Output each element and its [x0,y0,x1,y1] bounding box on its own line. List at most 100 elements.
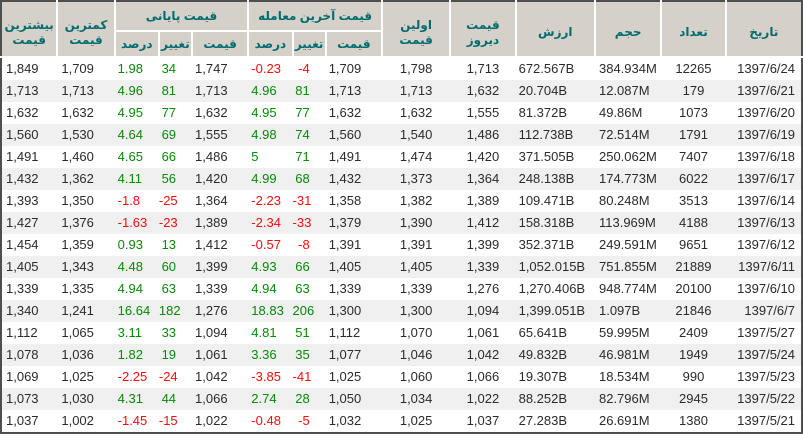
table-row: 1397/6/12 9651 249.591M 352.371B 1,399 1,391 1… [1,234,802,256]
cell-final-change: 69 [158,124,193,146]
cell-first-price: 1,390 [381,212,451,234]
cell-value: 19.307B [515,366,595,388]
cell-volume: 80.248M [594,190,662,212]
cell-last-price: 1,050 [325,388,382,410]
cell-final-percent: 4.31 [114,388,159,410]
table-row: 1397/6/11 21889 751.855M 1,052.015B 1,339 1,4… [1,256,802,278]
cell-final-price: 1,061 [192,344,249,366]
cell-yesterday-price: 1,713 [450,57,516,80]
header-final-price-group: قیمت پایانی [113,1,249,32]
cell-last-change: 81 [292,80,326,102]
cell-date: 1397/6/19 [725,124,802,146]
cell-volume: 1.097B [594,300,662,322]
cell-lowest-price: 1,713 [57,80,115,102]
cell-volume: 82.796M [594,388,662,410]
cell-yesterday-price: 1,037 [450,410,516,433]
cell-volume: 18.534M [594,366,662,388]
cell-first-price: 1,339 [381,278,451,300]
cell-lowest-price: 1,065 [57,322,115,344]
cell-highest-price: 1,454 [1,234,58,256]
cell-final-price: 1,713 [192,80,249,102]
cell-final-change: 60 [158,256,193,278]
cell-final-change: 56 [158,168,193,190]
cell-count: 6022 [661,168,726,190]
cell-date: 1397/6/7 [725,300,802,322]
cell-final-price: 1,632 [192,102,249,124]
cell-last-percent: 2.74 [248,388,293,410]
cell-final-price: 1,389 [192,212,249,234]
cell-yesterday-price: 1,364 [450,168,516,190]
cell-first-price: 1,405 [381,256,451,278]
cell-volume: 59.995M [594,322,662,344]
table-row: 1397/5/22 2945 82.796M 88.252B 1,022 1,034 1,0… [1,388,802,410]
cell-volume: 948.774M [594,278,662,300]
cell-lowest-price: 1,530 [57,124,115,146]
cell-final-change: 63 [158,278,193,300]
cell-last-price: 1,632 [325,102,382,124]
cell-highest-price: 1,632 [1,102,58,124]
cell-final-change: 33 [158,322,193,344]
cell-last-price: 1,709 [325,57,382,80]
cell-count: 3513 [661,190,726,212]
cell-final-percent: 4.48 [114,256,159,278]
cell-count: 7407 [661,146,726,168]
cell-final-price: 1,412 [192,234,249,256]
cell-date: 1397/6/13 [725,212,802,234]
cell-highest-price: 1,078 [1,344,58,366]
cell-last-percent: 4.95 [248,102,293,124]
header-last-percent: درصد [247,31,293,58]
cell-final-percent: 4.95 [114,102,159,124]
cell-yesterday-price: 1,042 [450,344,516,366]
cell-final-change: 182 [158,300,193,322]
cell-value: 1,052.015B [515,256,595,278]
cell-value: 1,270.406B [515,278,595,300]
cell-last-change: 68 [292,168,326,190]
cell-final-change: -24 [158,366,193,388]
cell-last-change: 51 [292,322,326,344]
cell-highest-price: 1,340 [1,300,58,322]
cell-count: 21846 [661,300,726,322]
cell-final-price: 1,094 [192,322,249,344]
table-body: 1397/6/24 12265 384.934M 672.567B 1,713 1,798… [1,57,802,433]
cell-count: 179 [661,80,726,102]
cell-final-price: 1,022 [192,410,249,433]
header-last-price: قیمت [324,31,382,58]
cell-value: 158.318B [515,212,595,234]
cell-first-price: 1,540 [381,124,451,146]
cell-last-percent: -0.48 [248,410,293,433]
cell-last-percent: 4.94 [248,278,293,300]
cell-count: 21889 [661,256,726,278]
cell-final-percent: 0.93 [114,234,159,256]
cell-yesterday-price: 1,061 [450,322,516,344]
header-yesterday-price: قیمت دیروز [449,1,516,58]
cell-final-percent: -1.63 [114,212,159,234]
cell-final-price: 1,276 [192,300,249,322]
header-date: تاریخ [724,1,802,58]
cell-final-change: 44 [158,388,193,410]
header-last-trade-group: قیمت آخرین معامله [247,1,382,32]
cell-final-percent: 1.98 [114,57,159,80]
cell-yesterday-price: 1,420 [450,146,516,168]
cell-lowest-price: 1,362 [57,168,115,190]
table-row: 1397/5/23 990 18.534M 19.307B 1,066 1,060 1,02… [1,366,802,388]
cell-count: 1380 [661,410,726,433]
cell-volume: 72.514M [594,124,662,146]
cell-last-price: 1,560 [325,124,382,146]
cell-final-percent: -1.8 [114,190,159,212]
table-row: 1397/6/13 4188 113.969M 158.318B 1,412 1,390 1… [1,212,802,234]
header-final-change: تغییر [157,31,193,58]
cell-volume: 249.591M [594,234,662,256]
cell-last-price: 1,491 [325,146,382,168]
cell-last-price: 1,025 [325,366,382,388]
cell-last-price: 1,713 [325,80,382,102]
cell-count: 2409 [661,322,726,344]
cell-final-change: 13 [158,234,193,256]
cell-value: 27.283B [515,410,595,433]
cell-highest-price: 1,713 [1,80,58,102]
cell-count: 1949 [661,344,726,366]
cell-last-percent: 5 [248,146,293,168]
cell-date: 1397/6/14 [725,190,802,212]
cell-final-change: -25 [158,190,193,212]
cell-count: 20100 [661,278,726,300]
table-row: 1397/6/18 7407 250.062M 371.505B 1,420 1,474 1… [1,146,802,168]
